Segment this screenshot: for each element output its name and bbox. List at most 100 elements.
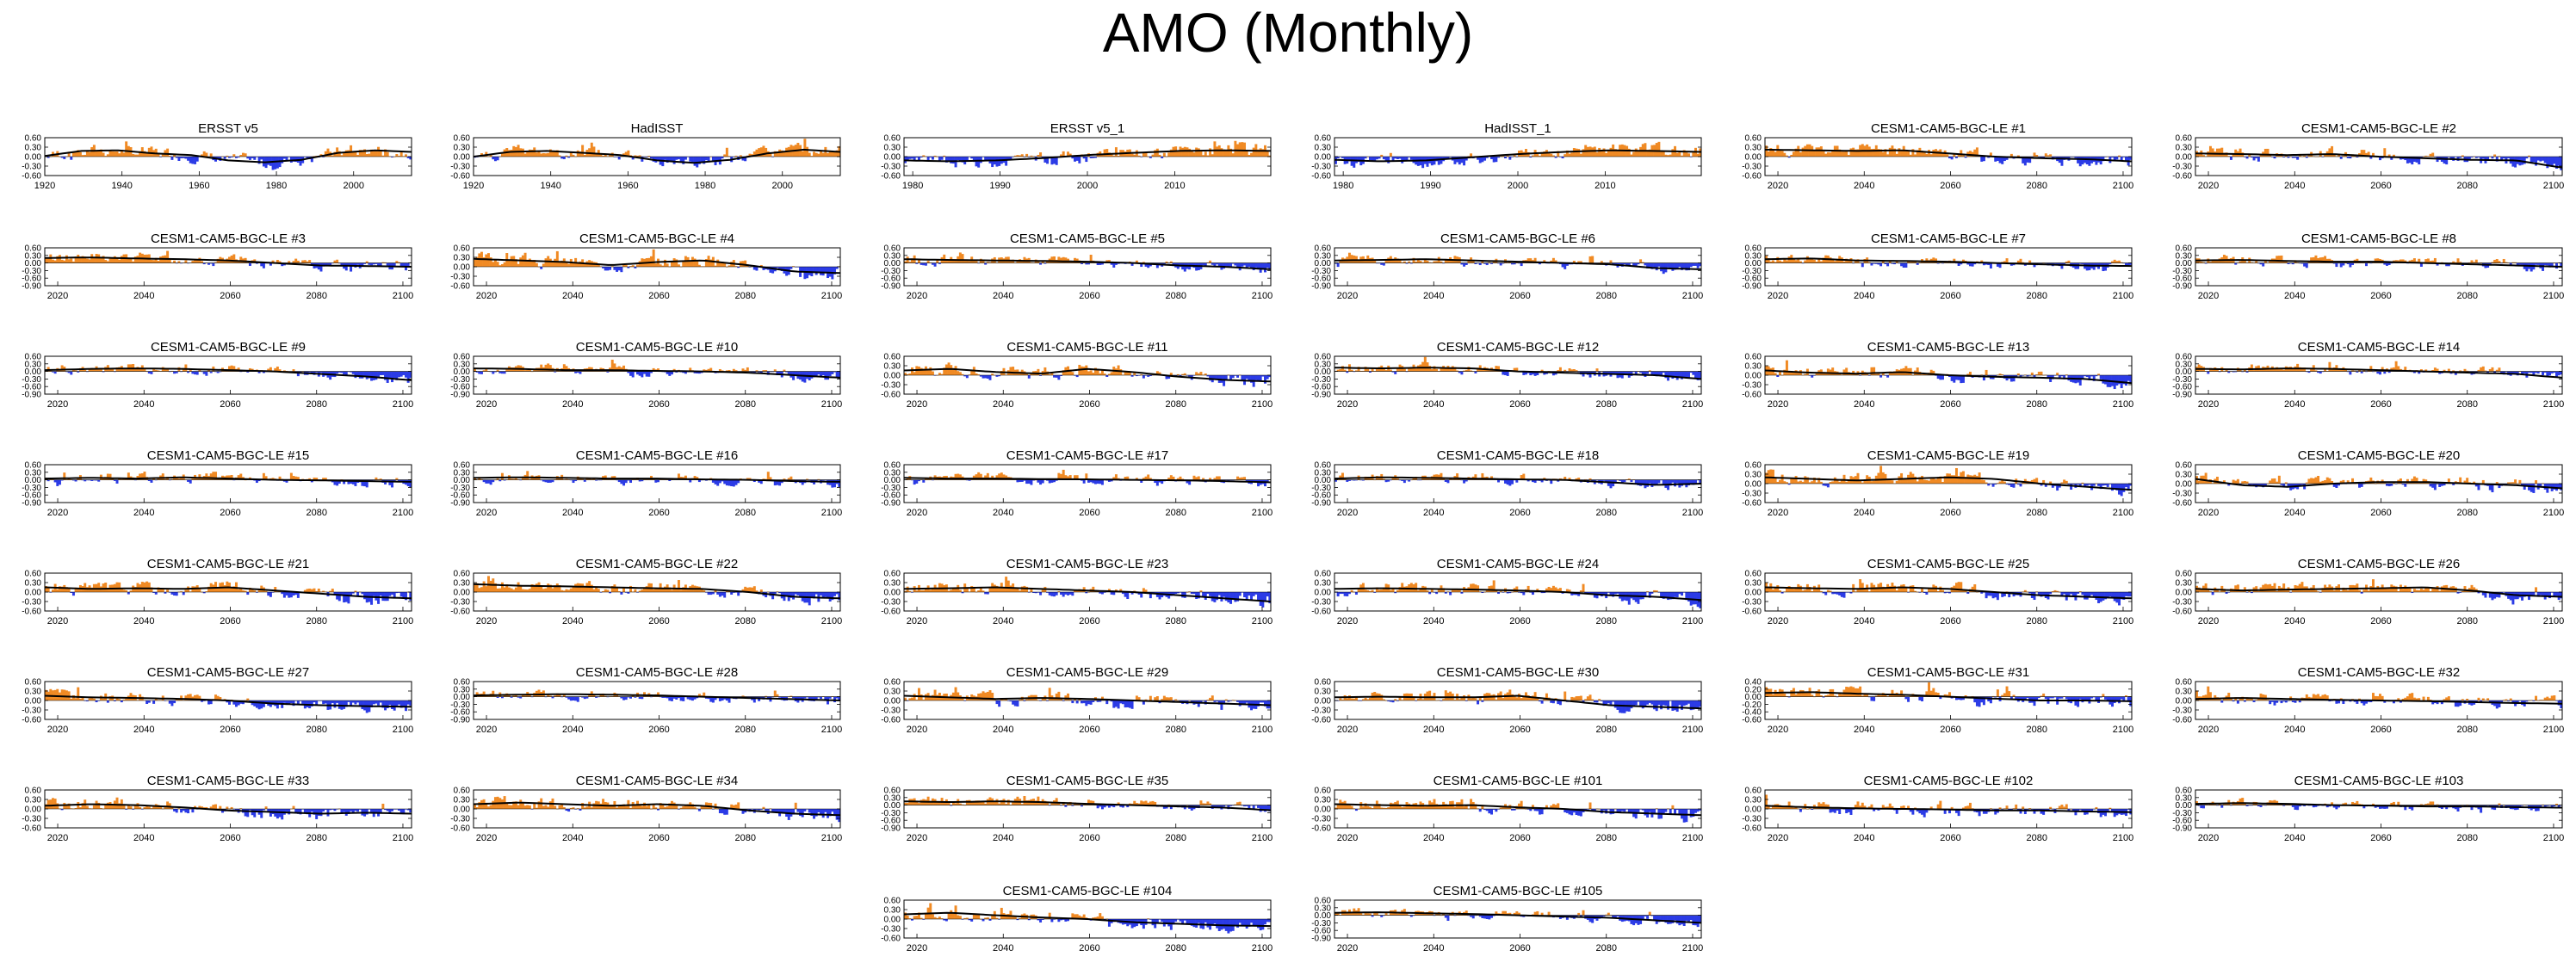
anomaly-bar — [954, 366, 957, 375]
anomaly-bar — [1140, 262, 1143, 268]
anomaly-bar — [306, 261, 309, 263]
anomaly-bar — [1644, 143, 1647, 157]
anomaly-bar — [746, 367, 749, 372]
anomaly-bar — [730, 592, 734, 595]
anomaly-bar — [801, 479, 804, 485]
anomaly-bar — [1421, 262, 1425, 263]
anomaly-bar — [771, 592, 775, 600]
anomaly-bar — [755, 370, 759, 372]
anomaly-bar — [361, 371, 364, 379]
anomaly-bar — [2065, 261, 2068, 263]
anomaly-bar — [1780, 474, 1784, 484]
anomaly-bar — [343, 479, 346, 484]
anomaly-bar — [1687, 153, 1690, 157]
anomaly-bar — [981, 375, 985, 379]
y-tick-label: -0.60 — [1311, 491, 1331, 501]
anomaly-bar — [1154, 479, 1157, 484]
x-tick-label: 2080 — [734, 399, 755, 410]
anomaly-bar — [716, 259, 720, 267]
anomaly-bar — [108, 368, 112, 372]
anomaly-bar — [2003, 481, 2006, 484]
anomaly-bar — [977, 157, 981, 168]
y-tick-label: 0.00 — [454, 476, 471, 485]
anomaly-bar — [613, 267, 616, 270]
anomaly-bar — [1213, 141, 1217, 157]
panel-title: CESM1-CAM5-BGC-LE #22 — [576, 557, 738, 571]
anomaly-bar — [2245, 481, 2249, 484]
anomaly-bar — [2452, 370, 2455, 372]
anomaly-bar — [2009, 375, 2013, 382]
anomaly-bar — [2385, 262, 2388, 266]
anomaly-bar — [2250, 262, 2253, 263]
anomaly-bar — [703, 157, 706, 164]
anomaly-bar — [2331, 145, 2334, 157]
anomaly-bar — [1032, 479, 1036, 481]
anomaly-bar — [1186, 479, 1189, 484]
anomaly-bar — [1373, 260, 1377, 263]
anomaly-bar — [588, 367, 591, 372]
anomaly-bar — [1133, 371, 1136, 375]
anomaly-bar — [2113, 484, 2116, 489]
anomaly-bar — [1492, 157, 1495, 163]
anomaly-bar — [1538, 262, 1541, 265]
y-tick-label: -0.30 — [1742, 267, 1762, 276]
anomaly-bar — [2480, 367, 2483, 372]
anomaly-bar — [46, 479, 50, 482]
x-tick-label: 2060 — [2370, 399, 2391, 410]
anomaly-bar — [2419, 369, 2423, 372]
anomaly-bar — [1357, 260, 1360, 263]
anomaly-bar — [166, 250, 170, 263]
anomaly-bar — [1391, 371, 1395, 373]
anomaly-bar — [519, 257, 523, 267]
anomaly-bar — [1158, 372, 1161, 375]
anomaly-bar — [567, 589, 571, 592]
anomaly-bar — [1112, 477, 1116, 480]
anomaly-bar — [1442, 478, 1446, 480]
anomaly-bar — [1674, 371, 1677, 378]
anomaly-bar — [1231, 262, 1235, 264]
anomaly-bar — [99, 149, 102, 157]
anomaly-bar — [1043, 262, 1047, 264]
anomaly-bar — [2321, 480, 2325, 484]
anomaly-bar — [1504, 371, 1507, 375]
anomaly-bar — [1440, 367, 1443, 372]
anomaly-bar — [2431, 260, 2435, 263]
anomaly-bar — [1211, 262, 1214, 265]
anomaly-bar — [2300, 262, 2304, 264]
anomaly-bar — [2392, 154, 2395, 157]
anomaly-bar — [1155, 479, 1159, 486]
anomaly-bar — [1151, 154, 1155, 157]
anomaly-bar — [2108, 262, 2112, 264]
anomaly-bar — [1375, 157, 1378, 160]
anomaly-bar — [1354, 370, 1358, 372]
anomaly-bar — [361, 592, 364, 595]
anomaly-bar — [2047, 375, 2050, 379]
anomaly-bar — [2546, 157, 2549, 169]
anomaly-bar — [2550, 157, 2554, 167]
anomaly-bar — [317, 588, 320, 592]
anomaly-bar — [239, 256, 243, 263]
anomaly-bar — [1409, 157, 1413, 160]
anomaly-bar — [493, 371, 497, 373]
anomaly-bar — [2243, 481, 2246, 484]
anomaly-bar — [675, 371, 678, 373]
anomaly-bar — [2081, 375, 2084, 380]
smoothed-series-line — [1764, 369, 2133, 385]
anomaly-bar — [230, 365, 233, 372]
anomaly-bar — [2009, 484, 2013, 487]
anomaly-bar — [1513, 367, 1516, 372]
anomaly-bar — [1055, 479, 1058, 481]
anomaly-bar — [1435, 368, 1439, 372]
y-tick-label: -0.30 — [450, 163, 470, 172]
anomaly-bar — [1179, 375, 1182, 377]
anomaly-bar — [950, 589, 953, 592]
anomaly-bar — [313, 588, 316, 592]
anomaly-bar — [555, 150, 559, 157]
smoothed-series-line — [1764, 476, 2133, 491]
anomaly-bar — [1914, 476, 1917, 484]
anomaly-bar — [1928, 150, 1930, 157]
anomaly-bar — [175, 262, 178, 264]
anomaly-bar — [1100, 154, 1104, 157]
anomaly-bar — [282, 157, 286, 159]
anomaly-bar — [2060, 482, 2064, 484]
